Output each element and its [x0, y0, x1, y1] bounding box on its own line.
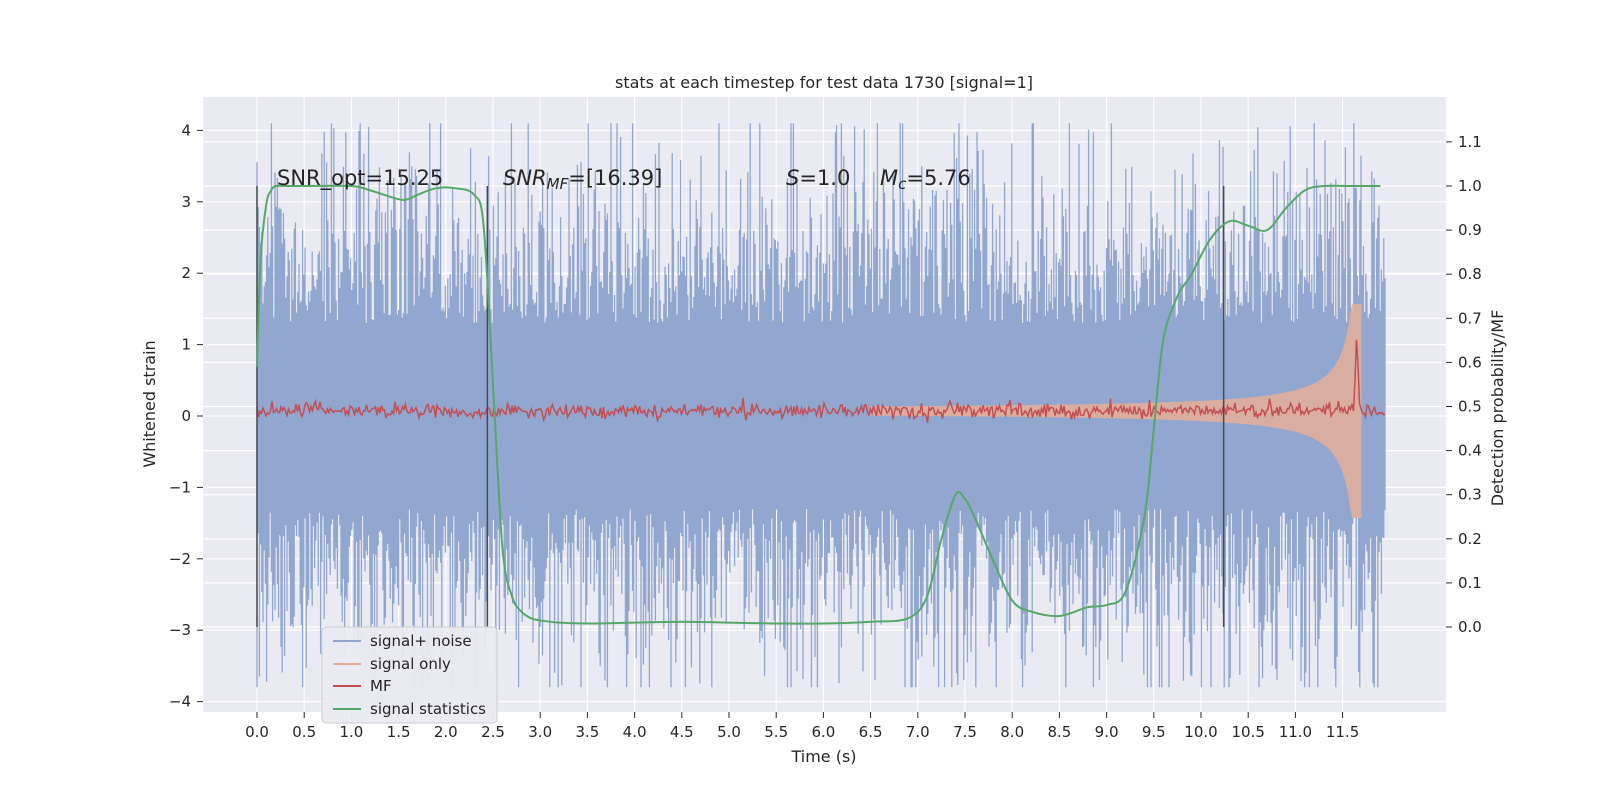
mf-trace	[256, 339, 1386, 423]
vertical-markers	[256, 186, 1225, 627]
annotation-snr-opt: SNR_opt=15.25	[277, 166, 443, 191]
chart-title: stats at each timestep for test data 173…	[615, 73, 1033, 92]
x-tick-label: 5.5	[764, 723, 788, 741]
legend: signal+ noise signal only MF signal stat…	[321, 626, 498, 724]
y-right-tick-label: 0.0	[1458, 618, 1482, 636]
y-tick-label: 2	[181, 264, 191, 282]
y-tick-label: −3	[169, 621, 191, 639]
x-tick-label: 1.0	[339, 723, 363, 741]
x-tick-label: 3.5	[575, 723, 599, 741]
y-right-tick-label: 0.5	[1458, 398, 1482, 416]
x-tick-label: 5.0	[717, 723, 741, 741]
x-tick-label: 4.0	[623, 723, 647, 741]
y-right-tick-label: 1.1	[1458, 133, 1482, 151]
series-signal-statistics	[256, 184, 1381, 625]
y-tick-label: 0	[181, 407, 191, 425]
x-tick-label: 6.0	[811, 723, 835, 741]
y-tick-label: 1	[181, 336, 191, 354]
y-tick-label: −2	[169, 550, 191, 568]
x-tick-label: 3.0	[528, 723, 552, 741]
y-right-tick-label: 0.2	[1458, 530, 1482, 548]
signal-statistics-line	[256, 184, 1381, 625]
tick-labels: 0.0 0.5 1.0 1.5 2.0 2.5 3.0 3.5 4.0 4.5 5.0 5.5 6.0 6…	[169, 121, 1482, 741]
x-tick-label: 2.5	[481, 723, 505, 741]
series-mf	[256, 339, 1386, 423]
x-axis-label: Time (s)	[790, 747, 856, 766]
x-tick-label: 10.5	[1231, 723, 1264, 741]
x-tick-label: 8.0	[1000, 723, 1024, 741]
legend-box	[321, 626, 498, 724]
signal-only-envelope	[870, 303, 1362, 519]
y-tick-label: −1	[169, 478, 191, 496]
x-tick-label: 0.5	[292, 723, 316, 741]
legend-label-mf: MF	[370, 677, 392, 695]
y-tick-label: 3	[181, 193, 191, 211]
x-tick-label: 9.5	[1142, 723, 1166, 741]
x-tick-label: 2.0	[434, 723, 458, 741]
y-right-tick-label: 0.7	[1458, 309, 1482, 327]
y-right-tick-label: 0.4	[1458, 442, 1482, 460]
y-tick-label: −4	[169, 693, 191, 711]
x-tick-label: 1.5	[387, 723, 411, 741]
x-tick-label: 11.0	[1279, 723, 1312, 741]
x-tick-label: 9.0	[1095, 723, 1119, 741]
x-tick-label: 4.5	[670, 723, 694, 741]
y-right-tick-label: 0.1	[1458, 574, 1482, 592]
annotation-snr-mf: SNRMF=[16.39]	[503, 166, 662, 193]
x-tick-label: 6.5	[859, 723, 883, 741]
y-right-tick-label: 0.9	[1458, 221, 1482, 239]
x-tick-label: 0.0	[245, 723, 269, 741]
x-tick-label: 11.5	[1326, 723, 1359, 741]
x-tick-label: 10.0	[1184, 723, 1217, 741]
x-tick-label: 8.5	[1047, 723, 1071, 741]
annotation-s: S=1.0	[786, 166, 850, 190]
series-signal-only	[870, 303, 1362, 519]
x-tick-label: 7.0	[906, 723, 930, 741]
y-axis-right-label: Detection probability/MF	[1488, 310, 1507, 507]
legend-label-signal-statistics: signal statistics	[370, 700, 486, 718]
legend-label-signal-noise: signal+ noise	[370, 632, 472, 650]
x-tick-label: 7.5	[953, 723, 977, 741]
legend-label-signal-only: signal only	[370, 655, 451, 673]
y-right-tick-label: 0.3	[1458, 486, 1482, 504]
annotation-mc: Mc=5.76	[880, 166, 971, 193]
y-right-tick-label: 0.6	[1458, 353, 1482, 371]
y-right-tick-label: 0.8	[1458, 265, 1482, 283]
y-tick-label: 4	[181, 121, 191, 139]
y-right-tick-label: 1.0	[1458, 177, 1482, 195]
y-axis-label: Whitened strain	[140, 340, 159, 467]
